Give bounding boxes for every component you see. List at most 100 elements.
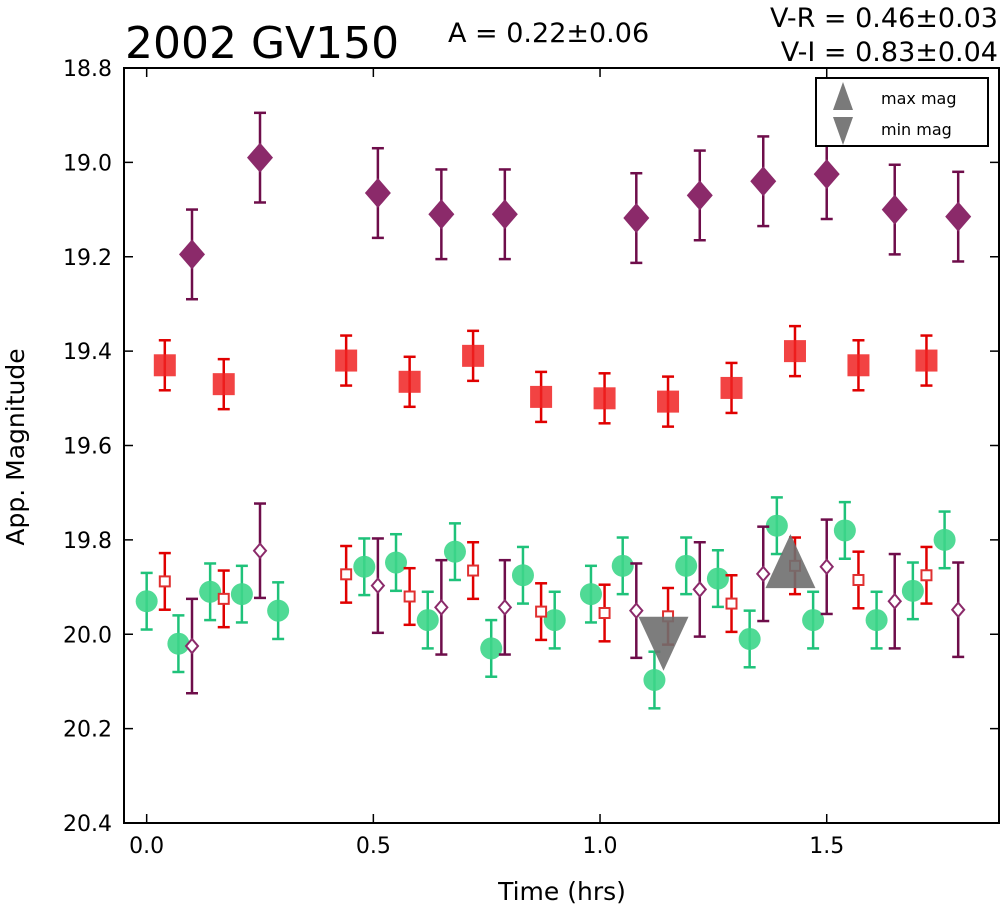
data-point xyxy=(370,537,386,635)
data-point xyxy=(720,361,743,415)
legend: max mag min mag xyxy=(815,77,989,147)
diamond-marker xyxy=(623,203,650,234)
open-square-marker xyxy=(535,605,548,618)
data-point xyxy=(398,355,421,409)
data-point xyxy=(364,146,391,240)
data-point xyxy=(765,496,788,556)
data-point xyxy=(692,540,708,638)
max-mag-marker xyxy=(765,534,816,589)
circle-marker xyxy=(267,599,290,622)
diamond-marker xyxy=(750,166,777,197)
diamond-marker xyxy=(945,201,972,232)
data-point xyxy=(706,549,729,609)
circle-marker xyxy=(385,551,408,574)
circle-marker xyxy=(706,567,729,590)
data-point xyxy=(530,370,553,424)
square-marker xyxy=(720,376,743,399)
legend-min-mag-icon xyxy=(833,117,853,145)
x-axis-label: Time (hrs) xyxy=(497,877,626,904)
data-point xyxy=(497,558,513,656)
y-tick-label: 19.2 xyxy=(63,246,112,271)
x-tick-label: 1.0 xyxy=(583,834,618,859)
data-point xyxy=(230,564,253,624)
square-marker xyxy=(593,387,616,410)
data-point xyxy=(167,614,190,674)
data-point xyxy=(491,168,518,261)
data-point xyxy=(267,581,290,641)
data-point xyxy=(480,618,503,678)
square-marker xyxy=(398,370,421,393)
data-point xyxy=(881,163,908,256)
data-point xyxy=(434,558,449,656)
data-point xyxy=(802,590,825,650)
data-point xyxy=(593,372,616,425)
open-diamond-marker xyxy=(819,558,835,576)
data-point xyxy=(865,590,888,650)
y-tick-label: 20.0 xyxy=(63,623,112,648)
data-point xyxy=(385,532,408,593)
open-square-marker xyxy=(852,573,865,586)
open-square-marker xyxy=(340,568,353,581)
open-diamond-marker xyxy=(370,577,386,595)
axes: 0.0 0.5 1.0 1.5 18.8 19.0 19.2 19.4 19.6 19.8 20.0… xyxy=(63,57,1000,859)
data-point xyxy=(212,357,235,411)
data-point xyxy=(416,590,439,650)
y-tick-label: 20.2 xyxy=(63,718,112,743)
circle-marker xyxy=(901,579,924,602)
legend-label-min-mag: min mag xyxy=(881,120,952,139)
data-point xyxy=(158,551,171,611)
circle-marker xyxy=(199,580,222,603)
open-diamond-marker xyxy=(628,602,644,620)
data-point xyxy=(252,502,268,600)
data-point xyxy=(623,171,650,265)
diamond-marker xyxy=(364,178,391,209)
data-point xyxy=(819,518,835,616)
open-diamond-marker xyxy=(692,580,708,598)
circle-marker xyxy=(675,554,698,577)
data-point xyxy=(628,562,644,660)
data-point xyxy=(340,544,353,604)
square-marker xyxy=(657,390,680,413)
data-point xyxy=(428,168,455,261)
data-point xyxy=(725,574,738,634)
diamond-marker xyxy=(428,199,455,230)
circle-marker xyxy=(353,555,376,578)
legend-max-mag-icon xyxy=(833,82,853,110)
data-point xyxy=(783,324,806,378)
circle-marker xyxy=(579,583,602,606)
open-diamond-marker xyxy=(497,598,513,616)
circle-marker xyxy=(135,590,158,613)
data-point xyxy=(247,111,274,204)
open-diamond-marker xyxy=(755,565,771,583)
amplitude-annotation: A = 0.22±0.06 xyxy=(448,18,649,49)
data-marks xyxy=(135,111,972,710)
data-point xyxy=(933,510,956,570)
open-square-marker xyxy=(920,569,933,582)
data-point xyxy=(535,582,548,642)
y-axis-label: App. Magnitude xyxy=(1,348,30,545)
data-point xyxy=(217,569,230,629)
min-mag-marker xyxy=(638,616,689,671)
data-point xyxy=(135,571,158,631)
x-tick-label: 0.5 xyxy=(356,834,391,859)
data-point xyxy=(750,135,777,228)
data-point xyxy=(852,550,865,610)
data-point xyxy=(643,650,666,710)
data-point xyxy=(755,525,771,623)
square-marker xyxy=(335,349,358,372)
square-marker xyxy=(530,385,553,408)
data-point xyxy=(657,375,680,428)
open-square-marker xyxy=(598,607,611,620)
square-marker xyxy=(915,349,938,372)
open-square-marker xyxy=(725,597,738,610)
circle-marker xyxy=(765,514,788,537)
data-point xyxy=(443,522,466,582)
open-diamond-marker xyxy=(434,598,449,616)
data-point xyxy=(543,590,566,650)
data-point xyxy=(462,329,485,383)
circle-marker xyxy=(933,528,956,551)
data-point xyxy=(675,536,698,596)
data-point xyxy=(915,334,938,387)
data-point xyxy=(403,566,416,627)
y-tick-label: 20.4 xyxy=(63,812,112,837)
